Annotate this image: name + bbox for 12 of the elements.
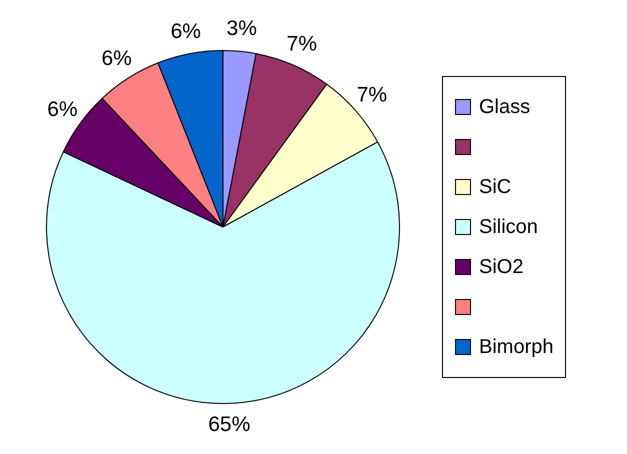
data-label: 6% xyxy=(170,20,201,43)
data-label: 3% xyxy=(226,17,257,40)
data-label: 6% xyxy=(47,98,78,122)
data-label: 7% xyxy=(356,84,388,107)
legend-label: Bimorph xyxy=(479,336,554,358)
legend-label: Glass xyxy=(479,96,530,118)
legend-label: SiC xyxy=(479,176,512,198)
data-label: 7% xyxy=(286,32,318,56)
data-label: 65% xyxy=(208,413,250,436)
data-label: 6% xyxy=(101,47,132,70)
legend-label: Silicon xyxy=(479,216,538,238)
legend-label: SiO2 xyxy=(479,256,524,278)
